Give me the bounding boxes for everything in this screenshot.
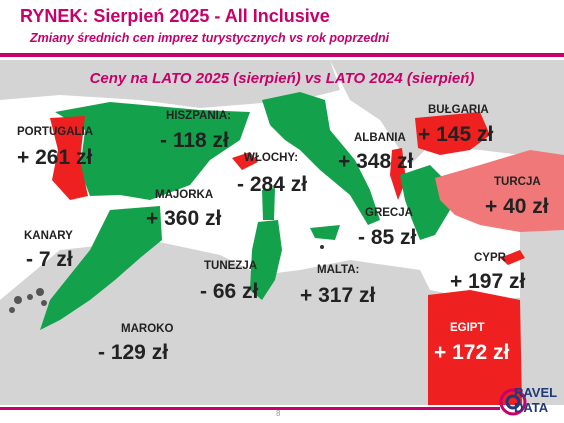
logo-text-2: DATA bbox=[514, 400, 549, 415]
value-turcja: + 40 zł bbox=[485, 195, 549, 218]
label-cypr: CYPR bbox=[474, 252, 506, 264]
country-hiszpania bbox=[55, 102, 250, 200]
country-wlochy-sicily bbox=[310, 225, 340, 240]
label-malta: MALTA: bbox=[317, 264, 360, 276]
label-egipt: EGIPT bbox=[450, 322, 485, 334]
label-bulgaria: BUŁGARIA bbox=[428, 104, 489, 116]
country-malta bbox=[320, 245, 324, 249]
label-turcja: TURCJA bbox=[494, 176, 541, 188]
value-cypr: + 197 zł bbox=[450, 270, 526, 293]
land-balkans bbox=[330, 60, 564, 165]
value-majorka: + 360 zł bbox=[146, 207, 222, 230]
header-divider bbox=[0, 53, 564, 57]
page-number: 8 bbox=[276, 409, 281, 418]
label-hiszpania: HISZPANIA: bbox=[166, 110, 231, 122]
country-tunezja bbox=[250, 220, 282, 300]
value-grecja: - 85 zł bbox=[358, 226, 417, 249]
country-kanary bbox=[9, 288, 47, 313]
label-albania: ALBANIA bbox=[354, 132, 406, 144]
mediterranean-map bbox=[0, 60, 564, 405]
map-title: Ceny na LATO 2025 (sierpień) vs LATO 202… bbox=[89, 70, 475, 87]
label-kanary: KANARY bbox=[24, 230, 73, 242]
land-europe-north bbox=[0, 60, 340, 108]
country-albania bbox=[390, 148, 406, 200]
traveldata-logo: RAVEL DATA bbox=[498, 384, 560, 420]
land-middle-east bbox=[520, 210, 564, 300]
value-bulgaria: + 145 zł bbox=[418, 123, 494, 146]
country-maroko bbox=[40, 206, 162, 330]
value-albania: + 348 zł bbox=[338, 150, 414, 173]
value-tunezja: - 66 zł bbox=[200, 280, 259, 303]
country-portugalia bbox=[50, 116, 88, 200]
label-wlochy: WŁOCHY: bbox=[244, 152, 299, 164]
label-portugalia: PORTUGALIA bbox=[17, 126, 94, 138]
logo-mark-icon bbox=[499, 388, 527, 416]
value-maroko: - 129 zł bbox=[98, 341, 169, 364]
country-egipt bbox=[428, 290, 522, 405]
label-maroko: MAROKO bbox=[121, 323, 174, 335]
country-cypr bbox=[500, 250, 525, 265]
country-wlochy-sardinia bbox=[262, 188, 275, 220]
value-hiszpania: - 118 zł bbox=[160, 129, 229, 152]
header: RYNEK: Sierpień 2025 - All Inclusive Zmi… bbox=[0, 0, 564, 52]
label-tunezja: TUNEZJA bbox=[204, 260, 258, 272]
value-egipt: + 172 zł bbox=[434, 341, 510, 364]
country-majorka bbox=[232, 152, 258, 170]
value-malta: + 317 zł bbox=[300, 284, 376, 307]
label-grecja: GRECJA bbox=[365, 207, 413, 219]
country-wlochy bbox=[262, 92, 380, 225]
value-kanary: - 7 zł bbox=[26, 248, 73, 271]
label-majorka: MAJORKA bbox=[155, 189, 214, 201]
page-title: RYNEK: Sierpień 2025 - All Inclusive bbox=[20, 6, 330, 26]
country-bulgaria bbox=[415, 112, 490, 155]
logo-text-1: RAVEL bbox=[514, 385, 558, 400]
land-africa bbox=[0, 240, 564, 405]
value-portugalia: + 261 zł bbox=[17, 146, 93, 169]
footer-divider bbox=[0, 407, 500, 410]
value-wlochy: - 284 zł bbox=[237, 173, 308, 196]
country-turcja bbox=[435, 150, 564, 232]
page-subtitle: Zmiany średnich cen imprez turystycznych… bbox=[30, 31, 390, 45]
